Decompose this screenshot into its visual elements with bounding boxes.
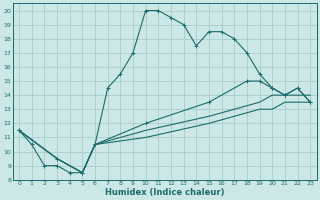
X-axis label: Humidex (Indice chaleur): Humidex (Indice chaleur) bbox=[105, 188, 224, 197]
